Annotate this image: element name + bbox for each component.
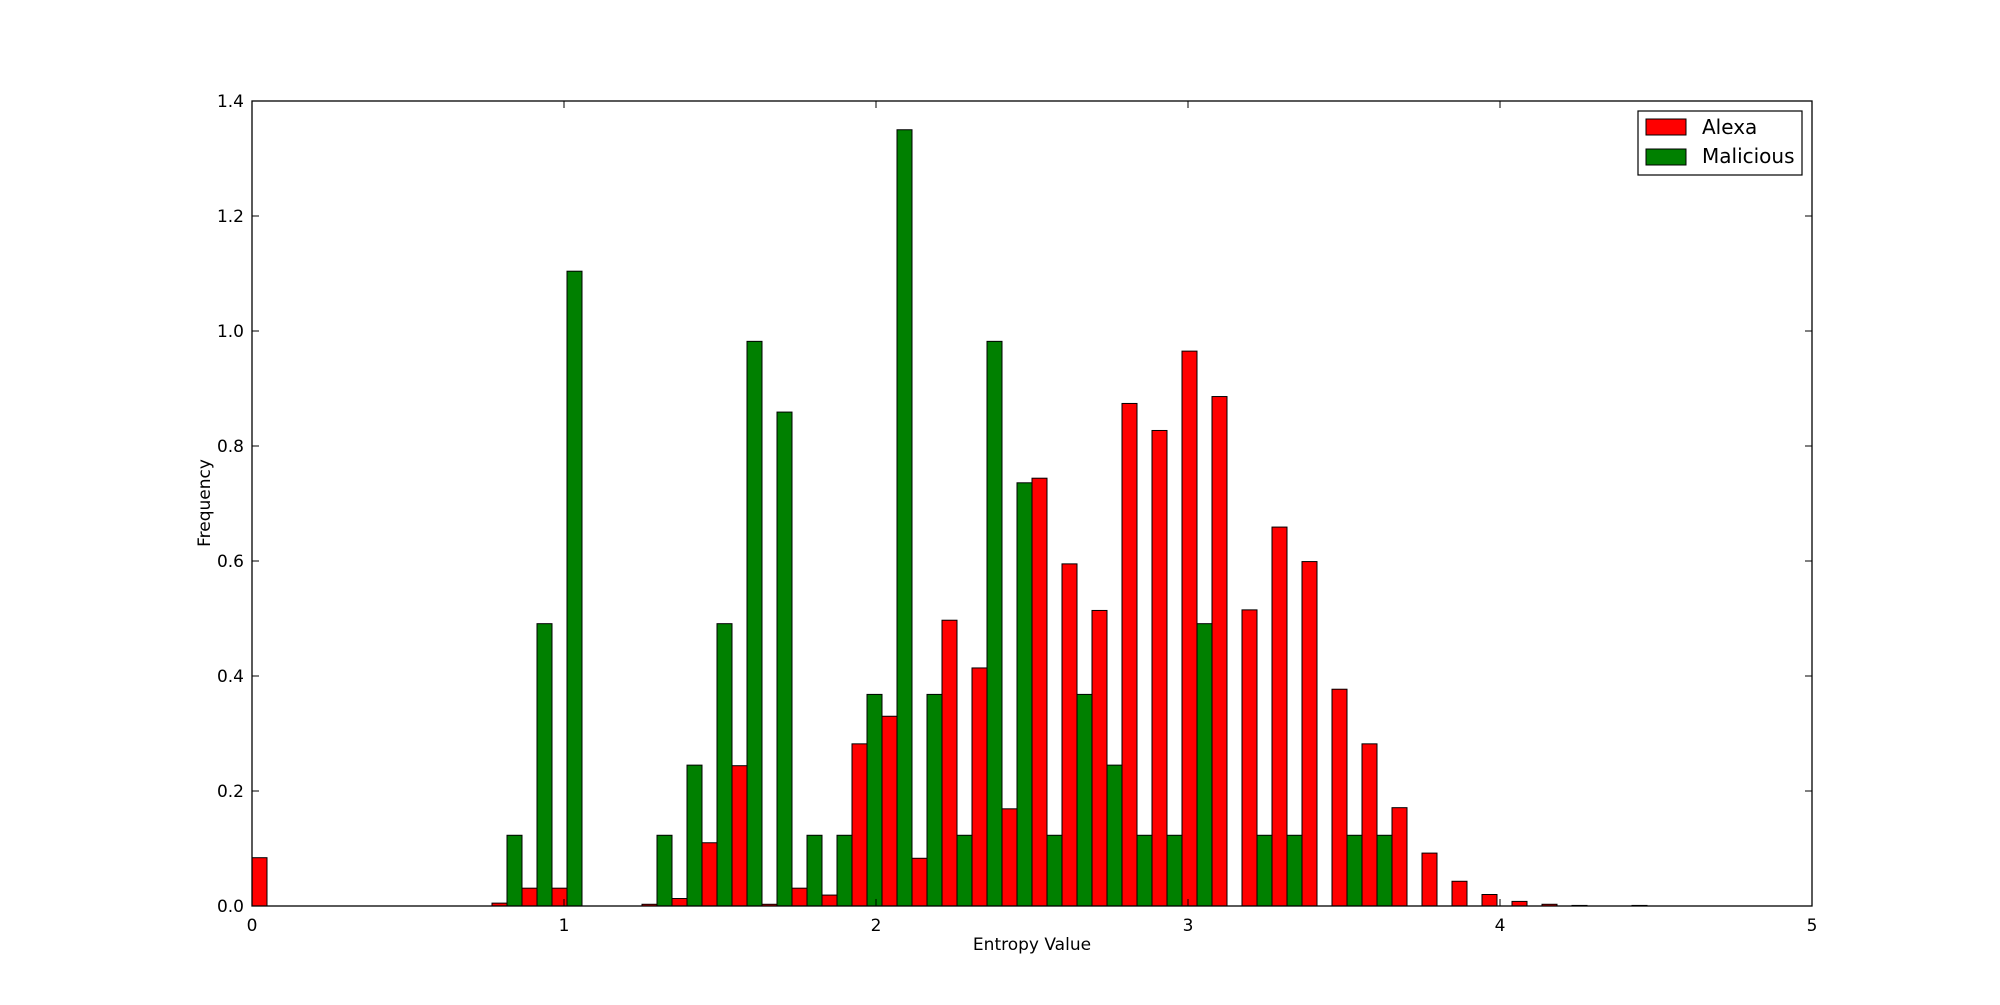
ticks-layer: 0 1 2 3 4 5 0.0 0.2 0.4 0.6 0.8 1.0 1.2 1.4 <box>217 92 1817 936</box>
bar-alexa <box>1031 477 1048 907</box>
x-tick-label: 5 <box>1807 916 1818 936</box>
bar-alexa <box>521 887 538 907</box>
bar-malicious <box>866 693 883 907</box>
bar-malicious <box>1256 834 1273 907</box>
bar-alexa <box>731 765 748 907</box>
y-tick-label: 1.4 <box>217 92 244 112</box>
bar-malicious <box>746 340 763 907</box>
bar-malicious <box>926 693 943 907</box>
bar-alexa <box>1391 807 1408 907</box>
bar-malicious <box>716 623 733 907</box>
x-tick-label: 0 <box>247 916 258 936</box>
bar-alexa <box>791 887 808 907</box>
bar-alexa <box>1121 402 1138 907</box>
bars-layer <box>251 129 1648 907</box>
bar-alexa <box>1511 900 1528 907</box>
legend-swatch-alexa <box>1645 118 1687 136</box>
bar-malicious <box>896 129 913 907</box>
plot-area-frame <box>251 100 1813 907</box>
bar-alexa <box>1421 852 1438 907</box>
y-tick-label: 0.0 <box>217 897 244 917</box>
bar-malicious <box>1376 834 1393 907</box>
y-tick-label: 1.0 <box>217 322 244 342</box>
bar-alexa <box>551 887 568 907</box>
bar-alexa <box>1271 526 1288 907</box>
legend-swatch-malicious <box>1645 148 1687 166</box>
bar-malicious <box>1286 834 1303 907</box>
bar-malicious <box>836 834 853 907</box>
bar-malicious <box>1076 693 1093 907</box>
bar-malicious <box>1016 482 1033 907</box>
x-tick-label: 3 <box>1183 916 1194 936</box>
bar-alexa <box>1451 880 1468 907</box>
bar-alexa <box>1211 396 1228 907</box>
x-tick-label: 4 <box>1495 916 1506 936</box>
bar-alexa <box>941 619 958 907</box>
bar-alexa <box>821 894 838 907</box>
bar-alexa <box>701 842 718 907</box>
bar-alexa <box>251 857 268 907</box>
bar-malicious <box>506 834 523 907</box>
bar-alexa <box>1181 350 1198 907</box>
bar-malicious <box>566 270 583 907</box>
x-axis-label: Entropy Value <box>973 935 1091 955</box>
bar-alexa <box>1301 561 1318 907</box>
bar-malicious <box>776 411 793 907</box>
x-tick-label: 2 <box>871 916 882 936</box>
y-axis-label: Frequency <box>195 459 215 547</box>
bar-alexa <box>1481 894 1498 907</box>
bar-alexa <box>1001 808 1018 907</box>
bar-alexa <box>1151 429 1168 907</box>
x-tick-label: 1 <box>559 916 570 936</box>
bar-malicious <box>686 764 703 907</box>
bar-malicious <box>1046 834 1063 907</box>
legend: Alexa Malicious <box>1637 110 1803 176</box>
bar-alexa <box>971 667 988 907</box>
bar-malicious <box>1106 764 1123 907</box>
bar-malicious <box>1196 623 1213 907</box>
y-tick-label: 0.6 <box>217 552 244 572</box>
bar-alexa <box>911 857 928 907</box>
bar-malicious <box>1136 834 1153 907</box>
bar-alexa <box>671 898 688 907</box>
bar-malicious <box>656 834 673 907</box>
y-tick-label: 0.2 <box>217 782 244 802</box>
bar-alexa <box>1091 609 1108 907</box>
bar-alexa <box>1331 688 1348 907</box>
y-tick-label: 0.4 <box>217 667 244 687</box>
bar-alexa <box>1241 609 1258 907</box>
y-tick-label: 0.8 <box>217 437 244 457</box>
y-tick-label: 1.2 <box>217 207 244 227</box>
bar-malicious <box>986 340 1003 907</box>
bar-alexa <box>1361 743 1378 907</box>
bar-alexa <box>1061 563 1078 907</box>
bar-alexa <box>851 743 868 907</box>
bar-malicious <box>1346 834 1363 907</box>
legend-label-alexa: Alexa <box>1702 115 1757 139</box>
bar-malicious <box>1166 834 1183 907</box>
bar-alexa <box>881 715 898 907</box>
bar-malicious <box>536 623 553 907</box>
bar-malicious <box>956 834 973 907</box>
legend-label-malicious: Malicious <box>1702 144 1795 168</box>
bar-malicious <box>806 834 823 907</box>
